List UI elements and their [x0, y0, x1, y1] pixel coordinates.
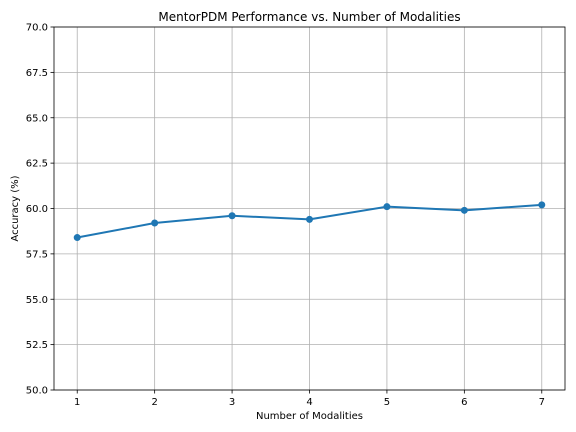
chart-title: MentorPDM Performance vs. Number of Moda…: [158, 10, 460, 24]
x-tick-label: 5: [384, 397, 390, 408]
data-point: [383, 203, 391, 211]
y-tick-label: 62.5: [26, 159, 48, 170]
x-axis-label: Number of Modalities: [256, 411, 363, 422]
y-tick-label: 55.0: [26, 295, 48, 306]
y-tick-label: 65.0: [26, 113, 48, 124]
data-point: [73, 234, 81, 242]
data-point: [538, 201, 546, 209]
x-tick-label: 1: [74, 397, 80, 408]
data-point: [460, 206, 468, 214]
y-axis-label: Accuracy (%): [10, 175, 21, 241]
x-tick-label: 6: [461, 397, 467, 408]
x-tick-label: 7: [539, 397, 545, 408]
y-tick-label: 52.5: [26, 340, 48, 351]
series-layer: [73, 201, 546, 242]
x-tick-label: 3: [229, 397, 235, 408]
data-point: [306, 215, 313, 223]
y-tick-label: 60.0: [26, 204, 48, 215]
y-tick-label: 57.5: [26, 249, 48, 260]
x-tick-label: 2: [151, 397, 157, 408]
y-tick-label: 67.5: [26, 68, 48, 79]
data-point: [151, 219, 159, 227]
y-tick-label: 50.0: [26, 386, 48, 397]
data-point: [228, 212, 236, 220]
axis-ticks: 1 2 3 4 5 6 7 50.0 52.5 55.0 57.5 60.0 62.5 65.0 67.5 7…: [26, 23, 545, 409]
x-tick-label: 4: [306, 397, 312, 408]
y-tick-label: 70.0: [26, 23, 48, 34]
